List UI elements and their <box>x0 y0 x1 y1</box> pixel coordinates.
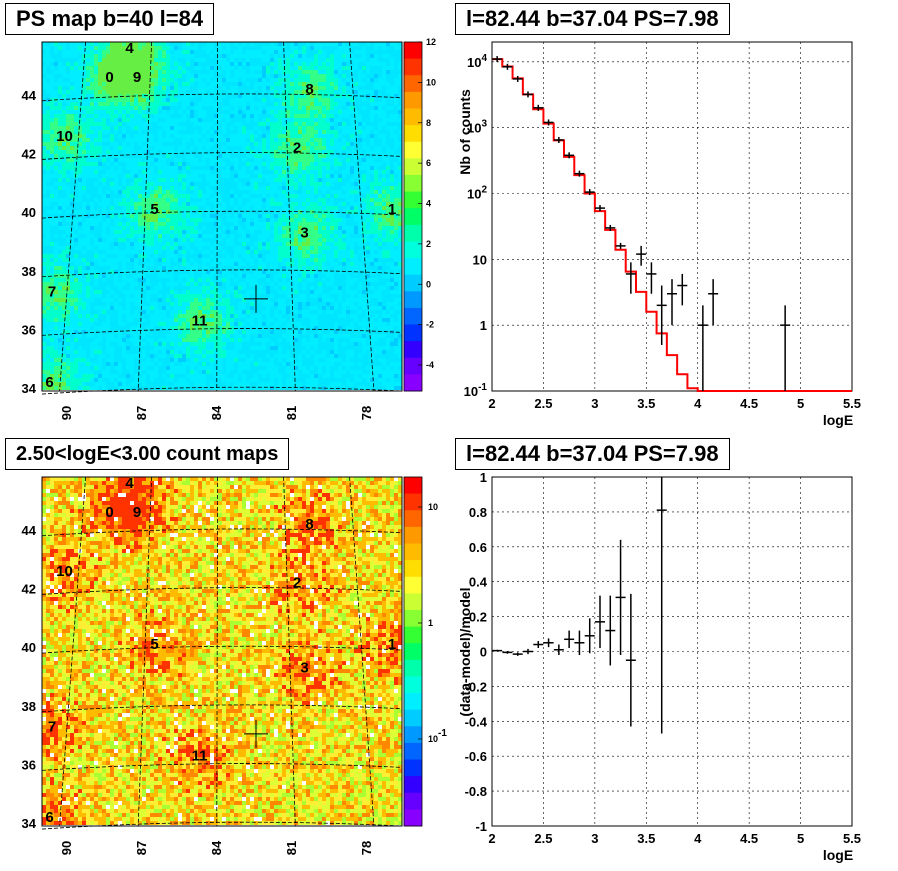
tr-x-tick-label: 3.5 <box>637 396 655 411</box>
tl-y-tick-label: 38 <box>22 264 36 279</box>
tl-source-label: 2 <box>293 140 301 157</box>
br-y-tick-label: -1 <box>475 819 487 834</box>
bl-source-label: 0 <box>105 504 113 521</box>
tl-y-tick-label: 40 <box>22 205 36 220</box>
bl-colorbar-tick-label: 1 <box>428 618 433 628</box>
tl-colorbar <box>404 42 422 392</box>
tr-x-tick-label: 5.5 <box>843 396 861 411</box>
bl-y-tick-label: 38 <box>22 699 36 714</box>
bl-y-tick-label: 36 <box>22 757 36 772</box>
tr-y-tick-label: 104 <box>467 53 487 70</box>
tl-colorbar-tick-label: 10 <box>426 77 436 87</box>
tl-source-label: 7 <box>48 283 56 300</box>
br-data-point <box>492 650 502 652</box>
bl-source-label: 7 <box>48 718 56 735</box>
br-y-tick-label: 0.6 <box>469 540 487 555</box>
tl-source-label: 0 <box>105 69 113 86</box>
tl-colorbar-tick-label: 2 <box>426 239 431 249</box>
tr-y-axis-label: Nb of counts <box>457 89 473 175</box>
tl-y-tick-label: 42 <box>22 146 36 161</box>
bl-source-label: 11 <box>192 748 208 765</box>
tl-x-tick-label: 90 <box>59 406 74 420</box>
tl-x-tick-label: 84 <box>209 405 224 420</box>
tl-source-label: 11 <box>192 313 208 330</box>
tl-y-tick-label: 36 <box>22 322 36 337</box>
bl-x-tick-label: 84 <box>209 840 224 855</box>
tr-y-tick-label: 102 <box>467 184 487 201</box>
br-x-tick-label: 3 <box>591 831 598 846</box>
bl-source-label: 5 <box>150 636 158 653</box>
bl-source-label: 8 <box>305 516 313 533</box>
tl-y-tick-label: 44 <box>22 88 37 103</box>
br-x-tick-label: 4.5 <box>740 831 758 846</box>
tr-y-tick-label: 10-1 <box>464 382 488 399</box>
tl-x-tick-label: 78 <box>359 406 374 420</box>
tr-frame <box>492 42 852 391</box>
bl-source-label: 4 <box>125 475 134 492</box>
tl-source-label: 6 <box>45 374 53 391</box>
tl-source-label: 5 <box>150 201 158 218</box>
tl-colorbar-tick-label: -4 <box>426 360 434 370</box>
br-x-axis-label: logE <box>823 847 853 863</box>
bl-y-tick-label: 42 <box>22 581 36 596</box>
br-x-tick-label: 3.5 <box>637 831 655 846</box>
tr-x-tick-label: 3 <box>591 396 598 411</box>
br-x-tick-label: 4 <box>694 831 702 846</box>
tl-x-tick-label: 87 <box>134 406 149 420</box>
br-x-tick-label: 5.5 <box>843 831 861 846</box>
tl-source-label: 9 <box>133 69 141 86</box>
tl-colorbar-tick-label: -2 <box>426 320 434 330</box>
tl-source-label: 4 <box>125 40 134 57</box>
br-x-tick-label: 5 <box>797 831 804 846</box>
tr-x-tick-label: 4.5 <box>740 396 758 411</box>
br-y-tick-label: -0.8 <box>465 784 487 799</box>
figure-canvas: 90 87 84 81 783436384042440 9481025 1371161210… <box>0 0 898 871</box>
tl-map: 90 87 84 81 78 34 36 38 40 42 44 0 9 4 8 10 2 5 1 3 7 11 6 <box>22 40 402 420</box>
bl-source-label: 1 <box>388 636 396 653</box>
bl-source-label: 9 <box>133 504 141 521</box>
tl-y-tick-label: 34 <box>22 381 37 396</box>
bl-source-label: 2 <box>293 575 301 592</box>
tl-colorbar-tick-label: 4 <box>426 199 431 209</box>
tr-x-axis-label: logE <box>823 412 853 428</box>
tr-x-tick-label: 5 <box>797 396 804 411</box>
bl-source-label: 10 <box>56 563 73 580</box>
bl-y-tick-label: 40 <box>22 640 36 655</box>
bl-y-tick-label: 34 <box>22 816 37 831</box>
bl-colorbar-tick-label: 10 <box>428 502 438 512</box>
br-y-tick-label: 0 <box>480 645 487 660</box>
br-y-tick-label: 1 <box>480 470 487 485</box>
tl-colorbar-tick-label: 12 <box>426 37 436 47</box>
tl-colorbar-tick-label: 6 <box>426 158 431 168</box>
br-y-tick-label: 0.8 <box>469 505 487 520</box>
bl-x-tick-label: 78 <box>359 841 374 855</box>
br-y-axis-label: (data-model)/model <box>457 587 473 716</box>
tl-x-tick-label: 81 <box>284 406 299 420</box>
bl-map: 90 87 84 81 78 34 36 38 40 42 44 0 9 4 8 10 2 5 1 3 7 11 6 <box>22 475 402 855</box>
bl-x-tick-label: 90 <box>59 841 74 855</box>
bl-x-tick-label: 81 <box>284 841 299 855</box>
bl-source-label: 6 <box>45 809 53 826</box>
tl-colorbar-tick-label: 8 <box>426 118 431 128</box>
tr-x-tick-label: 2 <box>488 396 495 411</box>
br-x-tick-label: 2.5 <box>534 831 552 846</box>
bl-colorbar <box>404 477 422 827</box>
tr-y-tick-label: 10 <box>473 252 487 267</box>
bl-x-tick-label: 87 <box>134 841 149 855</box>
tl-source-label: 10 <box>56 128 73 145</box>
bl-y-tick-label: 44 <box>22 523 37 538</box>
br-plot: 2 2.5 3 3.5 4 4.5 5 5.5-1-0.8-0.6-0.4-0.200.20.… <box>457 470 861 863</box>
bl-source-label: 3 <box>300 660 308 677</box>
tl-colorbar-tick-label: 0 <box>426 279 431 289</box>
tr-x-tick-label: 4 <box>694 396 702 411</box>
tr-x-tick-label: 2.5 <box>534 396 552 411</box>
tl-source-label: 1 <box>388 201 396 218</box>
tr-y-tick-label: 1 <box>480 318 487 333</box>
tl-source-label: 8 <box>305 81 313 98</box>
br-y-tick-label: -0.6 <box>465 749 487 764</box>
bl-colorbar-tick-label: 10-1 <box>428 728 447 744</box>
tl-source-label: 3 <box>300 225 308 242</box>
br-x-tick-label: 2 <box>488 831 495 846</box>
